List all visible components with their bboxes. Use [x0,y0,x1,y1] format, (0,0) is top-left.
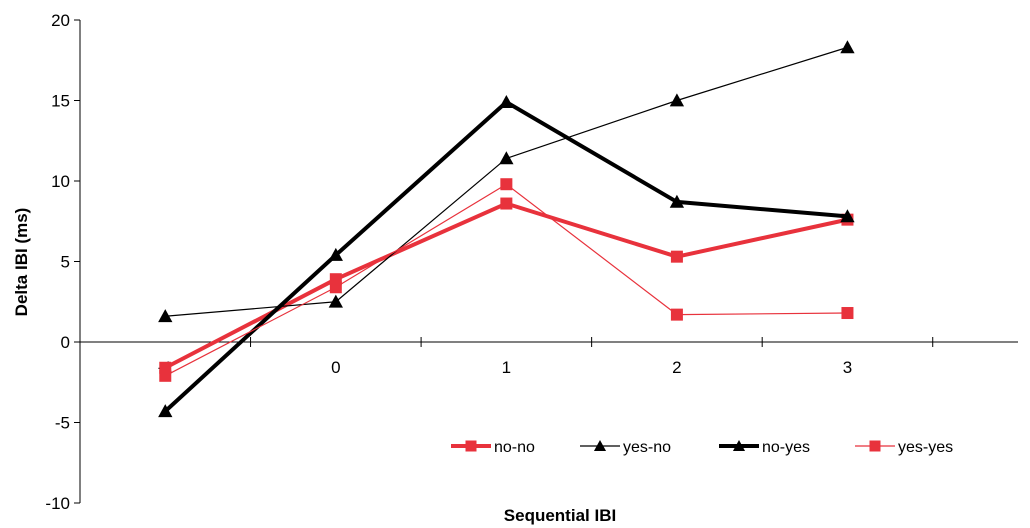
x-tick-label: 1 [502,358,511,377]
legend-label: yes-no [623,439,671,456]
legend-marker [732,439,746,451]
legend-item-no-yes: no-yes [719,439,810,456]
data-point-yes-yes [841,307,854,320]
y-tick-label: 0 [61,333,70,352]
y-tick-label: 10 [51,172,70,191]
legend-marker [465,440,477,452]
data-point-yes-no [499,151,514,165]
series-no-no [159,197,854,374]
x-tick-label: 0 [331,358,340,377]
series-line-yes-yes [164,183,848,377]
series-yes-yes [159,178,854,382]
y-tick-label: -10 [45,494,70,513]
data-point-no-no [500,197,513,210]
y-tick-label: 5 [61,253,70,272]
legend-item-yes-yes: yes-yes [855,439,953,456]
data-point-yes-no [669,93,685,107]
data-point-no-yes [840,209,855,223]
x-axis-title: Sequential IBI [504,506,616,525]
y-tick-label: 15 [51,92,70,111]
series-no-yes [158,94,855,418]
chart-legend: no-no yes-no no-yes yes-yes [451,439,953,456]
legend-marker [593,439,607,451]
data-point-no-yes [158,404,173,418]
data-point-yes-no [158,309,173,323]
legend-marker [869,440,881,452]
y-tick-label: 20 [51,11,70,30]
data-point-no-yes [499,94,514,108]
legend-item-no-no: no-no [451,439,535,456]
legend-label: yes-yes [898,439,953,456]
y-tick-label: -5 [55,414,70,433]
data-point-no-no [670,250,683,263]
data-point-yes-no [840,40,855,54]
data-point-yes-no [328,294,343,308]
x-tick-label: 2 [672,358,681,377]
data-point-yes-yes [500,178,513,191]
y-axis-title: Delta IBI (ms) [12,208,31,317]
legend-label: no-yes [762,439,810,456]
legend-item-yes-no: yes-no [580,439,671,456]
data-point-yes-yes [329,281,342,294]
data-point-no-yes [328,247,343,261]
legend-label: no-no [494,439,535,456]
x-tick-label: 3 [843,358,852,377]
data-point-no-yes [669,194,685,208]
data-point-yes-yes [670,308,683,321]
data-point-yes-yes [159,369,172,382]
series-line-no-no [164,201,848,370]
series-layer [158,40,855,418]
